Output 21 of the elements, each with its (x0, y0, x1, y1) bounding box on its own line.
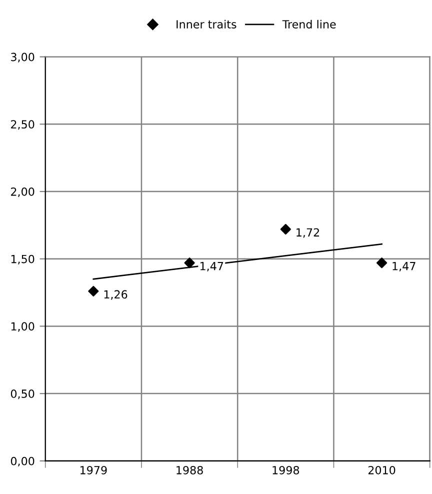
data-label: 1,47 (392, 262, 416, 272)
x-tick-label: 1988 (176, 466, 203, 474)
point (184, 258, 195, 268)
legend-label: Trend line (282, 20, 336, 28)
y-tick-label: 1,00 (11, 322, 34, 332)
data-label: 1,26 (104, 290, 128, 300)
point (376, 258, 388, 268)
point (280, 224, 291, 235)
data-label: 1,47 (200, 262, 224, 272)
y-tick-label: 1,50 (11, 254, 34, 264)
legend-label: Inner traits (176, 20, 236, 28)
y-tick-label: 0,00 (10, 456, 34, 466)
y-tick-label: 3,00 (11, 52, 34, 62)
x-tick-label: 2010 (368, 466, 396, 474)
point (88, 286, 99, 296)
x-tick-label: 1979 (80, 466, 107, 474)
y-tick-label: 2,50 (11, 120, 34, 130)
y-tick-label: 0,50 (10, 390, 34, 400)
data-label: 1,72 (296, 228, 320, 238)
x-tick-label: 1998 (272, 466, 300, 474)
y-tick-label: 2,00 (11, 187, 34, 198)
